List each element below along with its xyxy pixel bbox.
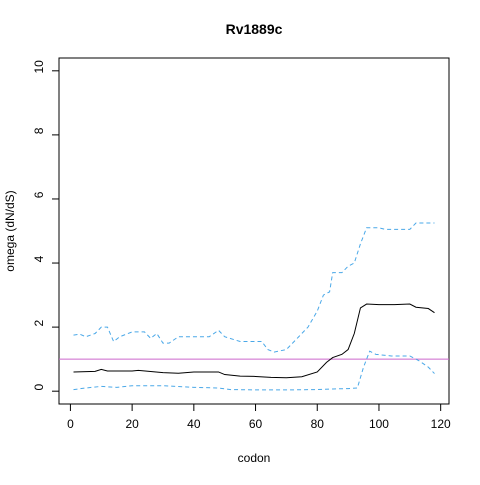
x-tick-label: 40: [187, 417, 201, 431]
x-tick-label: 60: [249, 417, 263, 431]
chart-title: Rv1889c: [226, 21, 283, 37]
y-tick-label: 0: [32, 384, 46, 391]
x-tick-label: 120: [431, 417, 451, 431]
y-axis-label: omega (dN/dS): [3, 190, 17, 271]
y-tick-label: 4: [32, 255, 46, 262]
x-tick-label: 80: [311, 417, 325, 431]
series-line: [73, 350, 435, 391]
y-tick-label: 2: [32, 319, 46, 326]
x-tick-label: 0: [67, 417, 74, 431]
y-tick-label: 8: [32, 127, 46, 134]
y-tick-label: 6: [32, 191, 46, 198]
y-tick-label: 10: [32, 60, 46, 74]
series-line: [73, 222, 435, 353]
x-tick-label: 100: [369, 417, 389, 431]
x-tick-label: 20: [125, 417, 139, 431]
x-axis-label: codon: [238, 451, 271, 465]
series-line: [73, 303, 435, 379]
